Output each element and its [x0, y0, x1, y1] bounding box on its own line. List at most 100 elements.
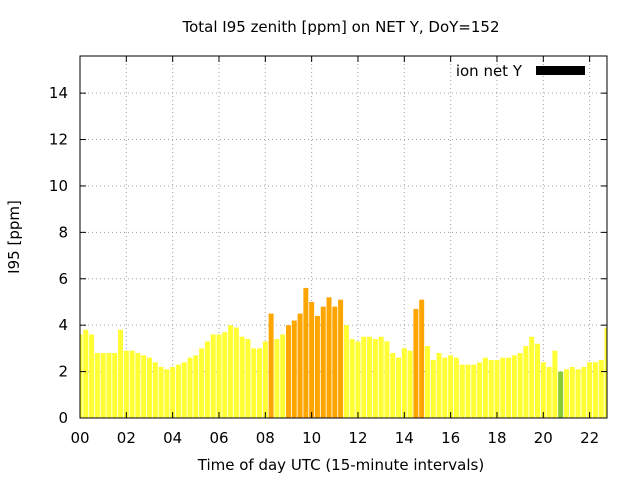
bar — [581, 366, 587, 418]
bar — [535, 343, 540, 418]
bar — [89, 334, 95, 418]
bar — [587, 362, 593, 418]
y-axis-label: I95 [ppm] — [5, 200, 23, 274]
x-tick-label: 12 — [348, 429, 367, 447]
bar — [141, 355, 147, 418]
bar — [349, 339, 355, 418]
bar — [129, 350, 135, 418]
bar — [100, 353, 106, 418]
bar — [274, 339, 280, 418]
x-tick-label: 16 — [441, 429, 460, 447]
bar — [199, 348, 205, 418]
y-tick-label: 8 — [58, 223, 68, 241]
bar — [118, 329, 124, 418]
bar — [80, 334, 83, 418]
grid — [80, 56, 607, 418]
x-tick-label: 14 — [395, 429, 414, 447]
bar — [367, 336, 373, 418]
bar — [152, 362, 158, 418]
bar — [396, 357, 402, 418]
bar — [326, 297, 332, 418]
bar — [500, 357, 506, 418]
bar — [135, 353, 141, 418]
x-tick-label: 00 — [70, 429, 89, 447]
legend-swatch — [536, 66, 585, 75]
bar — [407, 350, 413, 418]
bar — [216, 334, 222, 418]
bar — [471, 364, 477, 418]
x-tick-label: 08 — [256, 429, 275, 447]
bar — [448, 355, 454, 418]
bar — [257, 348, 263, 418]
bar — [552, 350, 558, 418]
bar — [285, 325, 291, 418]
bar — [320, 306, 326, 418]
bar — [280, 334, 286, 418]
bar — [170, 366, 176, 418]
bar — [540, 362, 546, 418]
bar — [147, 357, 152, 418]
bars — [80, 288, 607, 418]
chart-title: Total I95 zenith [ppm] on NET Y, DoY=152 — [181, 18, 499, 36]
x-axis-label: Time of day UTC (15-minute intervals) — [197, 456, 484, 474]
bar — [442, 357, 448, 418]
bar — [164, 369, 170, 418]
bar — [424, 346, 430, 418]
bar — [332, 306, 338, 418]
y-axis: 0 2 4 6 8 10 12 14 — [49, 84, 607, 427]
x-tick-label: 02 — [117, 429, 136, 447]
bar — [494, 359, 500, 418]
bar — [511, 355, 517, 418]
bar — [94, 353, 100, 418]
bar — [355, 341, 361, 418]
bar — [436, 353, 442, 418]
bar — [251, 348, 257, 418]
bar — [523, 346, 529, 418]
bar — [419, 299, 425, 418]
x-axis: 00 02 04 06 08 10 12 14 16 18 20 22 — [70, 56, 599, 447]
bar — [558, 371, 564, 418]
bar — [187, 357, 193, 418]
y-tick-label: 14 — [49, 84, 68, 102]
bar — [413, 308, 419, 418]
bar — [175, 364, 181, 418]
bar — [181, 362, 187, 418]
bar — [228, 325, 234, 418]
bar — [309, 301, 315, 418]
bar — [604, 327, 607, 418]
bar — [268, 313, 274, 418]
bar — [517, 353, 523, 418]
bar — [430, 359, 436, 418]
y-tick-label: 4 — [58, 316, 68, 334]
bar — [106, 353, 112, 418]
bar — [239, 336, 245, 418]
bar — [453, 357, 459, 418]
y-tick-label: 6 — [58, 270, 68, 288]
bar — [546, 366, 552, 418]
y-tick-label: 12 — [49, 131, 68, 149]
bar — [361, 336, 367, 418]
bar — [465, 364, 471, 418]
bar — [482, 357, 488, 418]
legend-label: ion net Y — [456, 62, 523, 80]
bar — [390, 353, 396, 418]
bar — [314, 315, 320, 418]
bar — [506, 357, 512, 418]
x-tick-label: 18 — [487, 429, 506, 447]
bar — [222, 332, 228, 418]
y-tick-label: 2 — [58, 363, 68, 381]
bar — [112, 353, 118, 418]
bar — [592, 362, 598, 418]
bar — [245, 339, 251, 418]
bar — [303, 288, 309, 418]
bar — [569, 366, 575, 418]
x-tick-label: 10 — [302, 429, 321, 447]
bar — [477, 362, 483, 418]
bar — [158, 366, 164, 418]
plot-frame — [79, 55, 608, 419]
legend: ion net Y — [456, 62, 585, 80]
bar — [262, 341, 268, 418]
bar — [529, 336, 535, 418]
